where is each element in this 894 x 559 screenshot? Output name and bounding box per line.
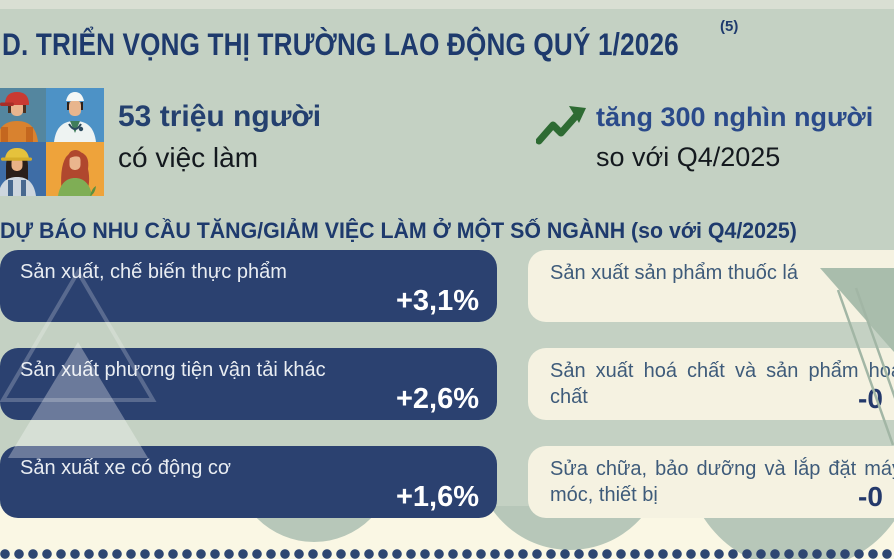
trend-up-icon (536, 106, 586, 145)
industry-label: Sản xuất xe có động cơ (20, 457, 232, 479)
industry-card-decrease-2: Sản xuất hoá chất và sản phẩm hoá chất -… (528, 348, 894, 420)
industry-value: +1,6% (395, 481, 479, 513)
industry-label: Sản xuất sản phẩm thuốc lá (550, 262, 798, 284)
forecast-heading: DỰ BÁO NHU CẦU TĂNG/GIẢM VIỆC LÀM Ở MỘT … (0, 218, 797, 243)
woman-avatar (46, 142, 104, 196)
worker-avatar (0, 88, 46, 142)
page-title: D. TRIỂN VỌNG THỊ TRƯỜNG LAO ĐỘNG QUÝ 1/… (2, 28, 679, 63)
industry-value: +3,1% (395, 285, 479, 317)
employed-label: có việc làm (118, 142, 259, 173)
industry-label: Sản xuất phương tiện vận tải khác (20, 359, 326, 381)
industry-label: Sản xuất hoá chất và sản phẩm hoá chất (550, 360, 894, 409)
industry-value: -0 (858, 285, 883, 316)
workers-collage-icon (0, 88, 104, 196)
dotted-border-decoration (0, 548, 894, 559)
medic-avatar (46, 88, 104, 142)
industry-card-decrease-1: Sản xuất sản phẩm thuốc lá -0 (528, 250, 894, 322)
industry-value: +2,6% (395, 383, 479, 415)
industry-value: -0 (858, 383, 883, 414)
industry-card-increase-2: Sản xuất phương tiện vận tải khác +2,6% (0, 348, 497, 420)
top-strip (0, 0, 894, 9)
engineer-avatar (0, 142, 46, 196)
industry-label: Sửa chữa, bảo dưỡng và lắp đặt máy móc, … (550, 458, 894, 507)
footnote-marker: (5) (720, 18, 739, 35)
industry-card-increase-1: Sản xuất, chế biến thực phẩm +3,1% (0, 250, 497, 322)
industry-card-increase-3: Sản xuất xe có động cơ +1,6% (0, 446, 497, 518)
industry-label: Sản xuất, chế biến thực phẩm (20, 261, 287, 283)
employed-count: 53 triệu người (118, 100, 322, 133)
industry-card-decrease-3: Sửa chữa, bảo dưỡng và lắp đặt máy móc, … (528, 446, 894, 518)
industry-value: -0 (858, 481, 883, 512)
change-label: so với Q4/2025 (596, 142, 781, 172)
change-count: tăng 300 nghìn người (596, 102, 874, 132)
